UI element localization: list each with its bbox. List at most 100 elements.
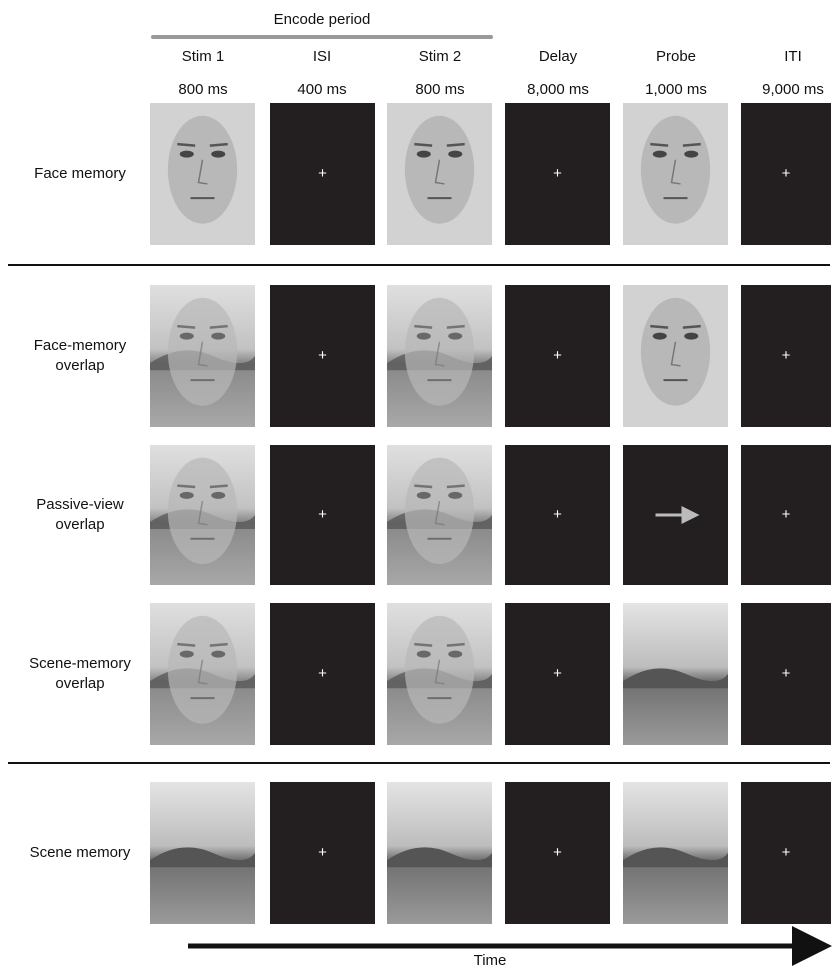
face-eye: [684, 332, 699, 340]
face-eye: [416, 650, 431, 658]
stimulus-panel: +: [270, 603, 375, 745]
fixation-cross: +: [553, 844, 562, 861]
stimulus-panel: +: [270, 285, 375, 427]
axis-label: Time: [474, 952, 507, 969]
screen: [505, 103, 610, 245]
face-eye: [179, 650, 194, 658]
stimulus-panel: [150, 603, 255, 745]
column-duration: 1,000 ms: [645, 81, 707, 98]
row-label: Passive-view: [36, 496, 124, 513]
stimulus-panel: [150, 782, 255, 924]
screen: [505, 445, 610, 585]
face-nose: [197, 659, 208, 685]
screen: [505, 782, 610, 924]
row-label: Face-memory: [34, 337, 127, 354]
fixation-cross: +: [318, 665, 327, 682]
fixation-cross: +: [553, 165, 562, 182]
stimulus-panel: [623, 782, 728, 924]
face-brow: [177, 484, 196, 489]
face-brow: [209, 142, 228, 147]
column-duration: 400 ms: [297, 81, 346, 98]
fixation-cross: +: [553, 506, 562, 523]
screen: [270, 445, 375, 585]
face-head: [167, 115, 238, 224]
stimulus-panel: +: [505, 445, 610, 585]
face-nose: [434, 341, 445, 367]
face-eye: [179, 332, 194, 340]
column-name: Delay: [539, 48, 578, 65]
fixation-cross: +: [318, 506, 327, 523]
stimulus-panel: [150, 445, 255, 585]
face-head: [167, 297, 238, 406]
face-head: [640, 115, 711, 224]
face-brow: [414, 642, 433, 647]
column-duration: 800 ms: [178, 81, 227, 98]
stimulus-panel: +: [741, 782, 831, 924]
fixation-cross: +: [782, 165, 791, 182]
scene-hill: [623, 847, 728, 868]
face-eye: [416, 332, 431, 340]
stimulus-panel: +: [505, 285, 610, 427]
face-brow: [446, 142, 465, 147]
screen: [270, 603, 375, 745]
stimulus-panel: +: [741, 103, 831, 245]
face-brow: [682, 142, 701, 147]
row-label: overlap: [55, 516, 104, 533]
face-nose: [197, 500, 208, 526]
stimulus-panel: +: [505, 782, 610, 924]
face-head: [404, 297, 475, 406]
fixation-cross: +: [318, 347, 327, 364]
face-nose: [434, 659, 445, 685]
face-brow: [177, 324, 196, 329]
face-brow: [209, 642, 228, 647]
scene-hill: [387, 847, 492, 868]
stimulus-panel: [387, 103, 492, 245]
face-eye: [448, 491, 463, 499]
face-head: [167, 615, 238, 724]
screen: [505, 603, 610, 745]
face-brow: [209, 484, 228, 489]
fixation-cross: +: [782, 506, 791, 523]
face-eye: [211, 650, 226, 658]
face-head: [404, 115, 475, 224]
face-eye: [416, 150, 431, 158]
face-eye: [211, 491, 226, 499]
column-name: Stim 1: [182, 48, 225, 65]
fixation-cross: +: [318, 165, 327, 182]
face-nose: [434, 500, 445, 526]
group-label: Encode period: [274, 11, 371, 28]
face-brow: [650, 142, 669, 147]
stimulus-panel: [623, 103, 728, 245]
row-label: overlap: [55, 675, 104, 692]
face-head: [167, 457, 238, 564]
face-eye: [684, 150, 699, 158]
row-label: Scene-memory: [29, 655, 131, 672]
row-label: Face memory: [34, 165, 126, 182]
fixation-cross: +: [782, 844, 791, 861]
face-nose: [434, 159, 445, 185]
stimulus-panel: [387, 603, 492, 745]
stimulus-panel: +: [741, 445, 831, 585]
face-brow: [682, 324, 701, 329]
stimulus-panel: [623, 445, 728, 585]
face-eye: [179, 491, 194, 499]
stimulus-panel: [387, 285, 492, 427]
face-brow: [446, 642, 465, 647]
face-brow: [446, 324, 465, 329]
face-head: [404, 615, 475, 724]
column-name: ITI: [784, 48, 802, 65]
stimulus-panel: +: [270, 103, 375, 245]
stimulus-panel: [387, 445, 492, 585]
screen: [741, 445, 831, 585]
face-eye: [652, 332, 667, 340]
screen: [270, 782, 375, 924]
face-eye: [211, 150, 226, 158]
screen: [741, 782, 831, 924]
fixation-cross: +: [782, 347, 791, 364]
column-name: Stim 2: [419, 48, 462, 65]
screen: [270, 103, 375, 245]
face-nose: [197, 159, 208, 185]
face-brow: [650, 324, 669, 329]
face-brow: [414, 142, 433, 147]
